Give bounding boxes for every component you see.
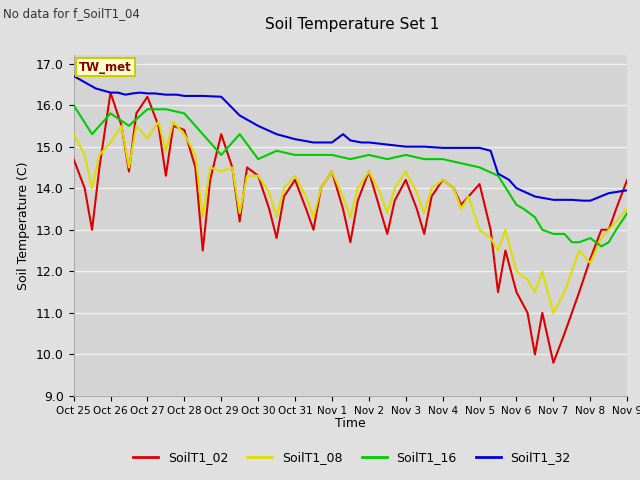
X-axis label: Time: Time [335,417,366,430]
Legend: SoilT1_02, SoilT1_08, SoilT1_16, SoilT1_32: SoilT1_02, SoilT1_08, SoilT1_16, SoilT1_… [128,446,576,469]
Text: Soil Temperature Set 1: Soil Temperature Set 1 [265,17,439,32]
Text: TW_met: TW_met [79,60,132,73]
Y-axis label: Soil Temperature (C): Soil Temperature (C) [17,161,31,290]
Text: No data for f_SoilT1_04: No data for f_SoilT1_04 [3,7,140,20]
